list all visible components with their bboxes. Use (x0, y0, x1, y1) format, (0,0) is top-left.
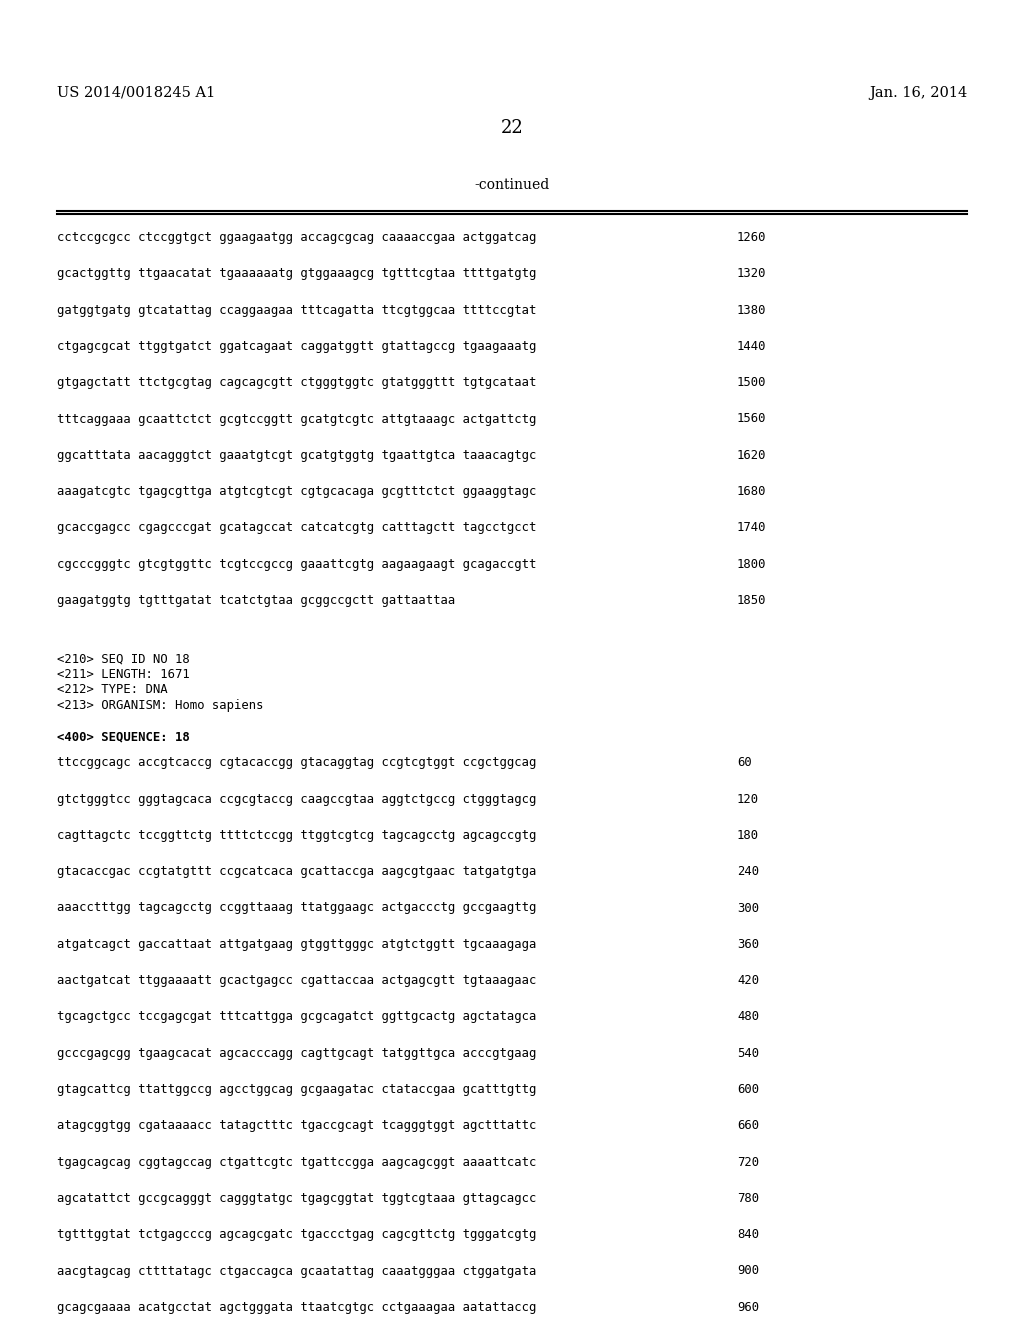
Text: tgcagctgcc tccgagcgat tttcattgga gcgcagatct ggttgcactg agctatagca: tgcagctgcc tccgagcgat tttcattgga gcgcaga… (57, 1010, 537, 1023)
Text: tgagcagcag cggtagccag ctgattcgtc tgattccgga aagcagcggt aaaattcatc: tgagcagcag cggtagccag ctgattcgtc tgattcc… (57, 1155, 537, 1168)
Text: gcactggttg ttgaacatat tgaaaaaatg gtggaaagcg tgtttcgtaa ttttgatgtg: gcactggttg ttgaacatat tgaaaaaatg gtggaaa… (57, 267, 537, 280)
Text: -continued: -continued (474, 178, 550, 193)
Text: tgtttggtat tctgagcccg agcagcgatc tgaccctgag cagcgttctg tgggatcgtg: tgtttggtat tctgagcccg agcagcgatc tgaccct… (57, 1228, 537, 1241)
Text: <210> SEQ ID NO 18: <210> SEQ ID NO 18 (57, 652, 189, 665)
Text: 60: 60 (737, 756, 752, 770)
Text: ttccggcagc accgtcaccg cgtacaccgg gtacaggtag ccgtcgtggt ccgctggcag: ttccggcagc accgtcaccg cgtacaccgg gtacagg… (57, 756, 537, 770)
Text: 600: 600 (737, 1082, 759, 1096)
Text: aaacctttgg tagcagcctg ccggttaaag ttatggaagc actgaccctg gccgaagttg: aaacctttgg tagcagcctg ccggttaaag ttatgga… (57, 902, 537, 915)
Text: 480: 480 (737, 1010, 759, 1023)
Text: 1320: 1320 (737, 267, 767, 280)
Text: 1440: 1440 (737, 339, 767, 352)
Text: atgatcagct gaccattaat attgatgaag gtggttgggc atgtctggtt tgcaaagaga: atgatcagct gaccattaat attgatgaag gtggttg… (57, 937, 537, 950)
Text: aaagatcgtc tgagcgttga atgtcgtcgt cgtgcacaga gcgtttctct ggaaggtagc: aaagatcgtc tgagcgttga atgtcgtcgt cgtgcac… (57, 484, 537, 498)
Text: ctgagcgcat ttggtgatct ggatcagaat caggatggtt gtattagccg tgaagaaatg: ctgagcgcat ttggtgatct ggatcagaat caggatg… (57, 339, 537, 352)
Text: 960: 960 (737, 1300, 759, 1313)
Text: gatggtgatg gtcatattag ccaggaagaa tttcagatta ttcgtggcaa ttttccgtat: gatggtgatg gtcatattag ccaggaagaa tttcaga… (57, 304, 537, 317)
Text: gcagcgaaaa acatgcctat agctgggata ttaatcgtgc cctgaaagaa aatattaccg: gcagcgaaaa acatgcctat agctgggata ttaatcg… (57, 1300, 537, 1313)
Text: gaagatggtg tgtttgatat tcatctgtaa gcggccgctt gattaattaa: gaagatggtg tgtttgatat tcatctgtaa gcggccg… (57, 594, 456, 607)
Text: gtctgggtcc gggtagcaca ccgcgtaccg caagccgtaa aggtctgccg ctgggtagcg: gtctgggtcc gggtagcaca ccgcgtaccg caagccg… (57, 792, 537, 805)
Text: <211> LENGTH: 1671: <211> LENGTH: 1671 (57, 668, 189, 681)
Text: 420: 420 (737, 974, 759, 987)
Text: 22: 22 (501, 119, 523, 137)
Text: gtagcattcg ttattggccg agcctggcag gcgaagatac ctataccgaa gcatttgttg: gtagcattcg ttattggccg agcctggcag gcgaaga… (57, 1082, 537, 1096)
Text: cagttagctc tccggttctg ttttctccgg ttggtcgtcg tagcagcctg agcagccgtg: cagttagctc tccggttctg ttttctccgg ttggtcg… (57, 829, 537, 842)
Text: aactgatcat ttggaaaatt gcactgagcc cgattaccaa actgagcgtt tgtaaagaac: aactgatcat ttggaaaatt gcactgagcc cgattac… (57, 974, 537, 987)
Text: <400> SEQUENCE: 18: <400> SEQUENCE: 18 (57, 730, 189, 743)
Text: 180: 180 (737, 829, 759, 842)
Text: agcatattct gccgcagggt cagggtatgc tgagcggtat tggtcgtaaa gttagcagcc: agcatattct gccgcagggt cagggtatgc tgagcgg… (57, 1192, 537, 1205)
Text: 1380: 1380 (737, 304, 767, 317)
Text: 720: 720 (737, 1155, 759, 1168)
Text: gcccgagcgg tgaagcacat agcacccagg cagttgcagt tatggttgca acccgtgaag: gcccgagcgg tgaagcacat agcacccagg cagttgc… (57, 1047, 537, 1060)
Text: gtacaccgac ccgtatgttt ccgcatcaca gcattaccga aagcgtgaac tatgatgtga: gtacaccgac ccgtatgttt ccgcatcaca gcattac… (57, 865, 537, 878)
Text: 1500: 1500 (737, 376, 767, 389)
Text: 1560: 1560 (737, 412, 767, 425)
Text: 1850: 1850 (737, 594, 767, 607)
Text: aacgtagcag cttttatagc ctgaccagca gcaatattag caaatgggaa ctggatgata: aacgtagcag cttttatagc ctgaccagca gcaatat… (57, 1265, 537, 1278)
Text: US 2014/0018245 A1: US 2014/0018245 A1 (57, 86, 215, 100)
Text: cctccgcgcc ctccggtgct ggaagaatgg accagcgcag caaaaccgaa actggatcag: cctccgcgcc ctccggtgct ggaagaatgg accagcg… (57, 231, 537, 244)
Text: 360: 360 (737, 937, 759, 950)
Text: tttcaggaaa gcaattctct gcgtccggtt gcatgtcgtc attgtaaagc actgattctg: tttcaggaaa gcaattctct gcgtccggtt gcatgtc… (57, 412, 537, 425)
Text: <213> ORGANISM: Homo sapiens: <213> ORGANISM: Homo sapiens (57, 698, 263, 711)
Text: gcaccgagcc cgagcccgat gcatagccat catcatcgtg catttagctt tagcctgcct: gcaccgagcc cgagcccgat gcatagccat catcatc… (57, 521, 537, 535)
Text: 660: 660 (737, 1119, 759, 1133)
Text: atagcggtgg cgataaaacc tatagctttc tgaccgcagt tcagggtggt agctttattc: atagcggtgg cgataaaacc tatagctttc tgaccgc… (57, 1119, 537, 1133)
Text: 780: 780 (737, 1192, 759, 1205)
Text: gtgagctatt ttctgcgtag cagcagcgtt ctgggtggtc gtatgggttt tgtgcataat: gtgagctatt ttctgcgtag cagcagcgtt ctgggtg… (57, 376, 537, 389)
Text: 1680: 1680 (737, 484, 767, 498)
Text: 1800: 1800 (737, 557, 767, 570)
Text: 1620: 1620 (737, 449, 767, 462)
Text: ggcatttata aacagggtct gaaatgtcgt gcatgtggtg tgaattgtca taaacagtgc: ggcatttata aacagggtct gaaatgtcgt gcatgtg… (57, 449, 537, 462)
Text: 900: 900 (737, 1265, 759, 1278)
Text: <212> TYPE: DNA: <212> TYPE: DNA (57, 684, 168, 697)
Text: 540: 540 (737, 1047, 759, 1060)
Text: 1740: 1740 (737, 521, 767, 535)
Text: Jan. 16, 2014: Jan. 16, 2014 (868, 86, 967, 100)
Text: 300: 300 (737, 902, 759, 915)
Text: 840: 840 (737, 1228, 759, 1241)
Text: cgcccgggtc gtcgtggttc tcgtccgccg gaaattcgtg aagaagaagt gcagaccgtt: cgcccgggtc gtcgtggttc tcgtccgccg gaaattc… (57, 557, 537, 570)
Text: 240: 240 (737, 865, 759, 878)
Text: 1260: 1260 (737, 231, 767, 244)
Text: 120: 120 (737, 792, 759, 805)
